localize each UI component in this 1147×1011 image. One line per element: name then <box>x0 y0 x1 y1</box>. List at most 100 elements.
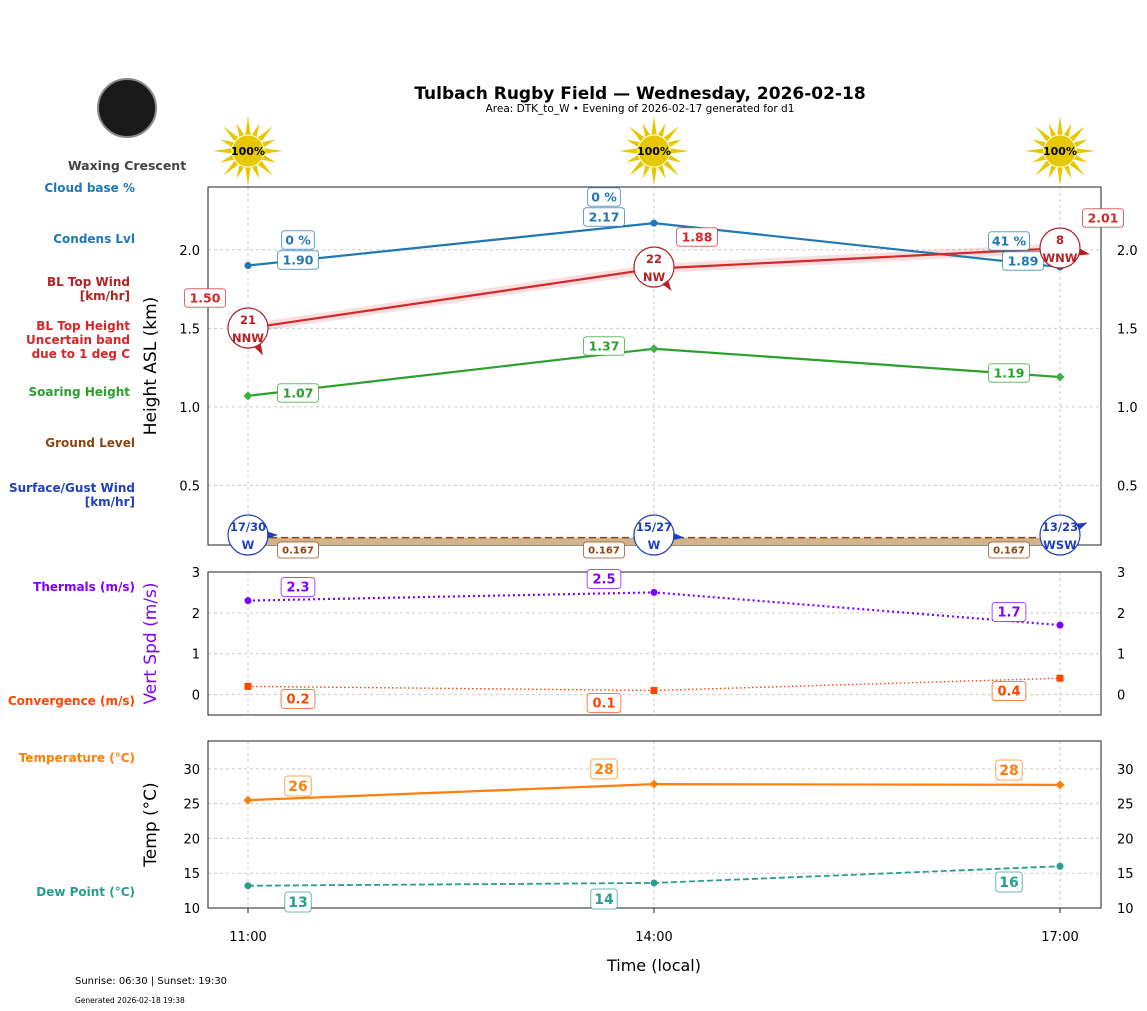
condens-point <box>650 219 658 227</box>
thermals-label-box <box>586 569 622 589</box>
y-tick-label-left: 20 <box>183 832 200 847</box>
dew-point-label-box <box>995 871 1023 893</box>
y-tick-label-left: 10 <box>183 902 200 917</box>
temperature-point <box>649 779 659 789</box>
row-label-soaring: Soaring Height <box>29 385 131 399</box>
moon-icon <box>97 78 157 138</box>
bl-top-label-box <box>676 227 718 247</box>
bl-wind-circle-direction: WNW <box>1043 251 1078 265</box>
temperature-label: 26 <box>288 779 307 795</box>
temperature-label-box <box>590 758 618 780</box>
y-tick-label-left: 1.0 <box>179 401 200 416</box>
row-label-temperature: Temperature (°C) <box>19 751 135 765</box>
cloud-pct-label-box <box>281 230 315 250</box>
convergence-label-box <box>280 689 316 709</box>
wind-arrow-icon <box>662 280 672 291</box>
thermals-point <box>1056 621 1064 629</box>
condens-label: 1.89 <box>1008 254 1039 269</box>
condens-label-box <box>277 250 319 270</box>
bl-wind-circle-speed: 21 <box>240 313 256 327</box>
soaring-label-box <box>988 363 1030 383</box>
moon-phase: Waxing Crescent <box>68 158 186 173</box>
convergence-label-box <box>991 681 1027 701</box>
surface-wind-circle <box>1039 514 1081 556</box>
y-tick-label-left: 1 <box>192 648 200 663</box>
row-label-thermals: Thermals (m/s) <box>33 580 135 594</box>
sun-icon-core <box>1043 134 1077 168</box>
y-tick-label-left: 0 <box>192 689 200 704</box>
soaring-label-box <box>583 336 625 356</box>
bl-wind-circle <box>1039 227 1081 269</box>
surface-wind-circle-direction: W <box>242 538 255 552</box>
condens-label: 1.90 <box>283 253 314 268</box>
bl-wind-circle-speed: 8 <box>1056 233 1064 247</box>
temperature-label-box <box>284 775 312 797</box>
row-label-bl-top: due to 1 deg C <box>32 347 131 361</box>
y-tick-label-right: 2 <box>1117 607 1125 622</box>
convergence-label: 0.2 <box>286 693 309 708</box>
y-tick-label-right: 10 <box>1117 902 1134 917</box>
ground-level-label-box <box>583 541 625 559</box>
thermals-label-box <box>280 577 316 597</box>
y-tick-label-left: 15 <box>183 867 200 882</box>
sun-icon <box>1025 116 1095 186</box>
ground-level-label: 0.167 <box>588 546 620 557</box>
thermals-label: 2.5 <box>592 573 615 588</box>
surface-wind-circle-direction: WSW <box>1043 538 1077 552</box>
condens-label: 2.17 <box>589 210 620 225</box>
sun-percent: 100% <box>231 145 265 158</box>
sun-icon <box>213 116 283 186</box>
cloud-pct-label-box <box>587 187 621 207</box>
thermals-point <box>244 597 252 605</box>
row-label-ground: Ground Level <box>45 436 135 450</box>
bl-top-label: 1.50 <box>190 291 221 306</box>
panel-frame-1 <box>207 571 1102 716</box>
temperature-label: 28 <box>999 763 1018 779</box>
dew-point-label: 13 <box>288 895 307 911</box>
bl-wind-circle-direction: NNW <box>232 331 264 345</box>
bl-wind-circle <box>633 246 675 288</box>
y-axis-label: Height ASL (km) <box>141 297 161 436</box>
dew-point-point <box>650 879 658 887</box>
ground-level-label-box <box>988 541 1030 559</box>
cloud-pct-label: 0 % <box>285 233 311 248</box>
x-tick-label: 11:00 <box>229 930 266 945</box>
dew-point-label-box <box>590 888 618 910</box>
convergence-label: 0.4 <box>997 685 1020 700</box>
condens-label-box <box>583 207 625 227</box>
y-tick-label-left: 2 <box>192 607 200 622</box>
bl-wind-circle-direction: NW <box>643 270 666 284</box>
convergence-label-box <box>586 693 622 713</box>
wind-arrow-icon <box>672 533 684 541</box>
sun-icon <box>619 116 689 186</box>
soaring-point <box>649 344 659 354</box>
y-tick-label-right: 0.5 <box>1117 479 1138 494</box>
soaring-label: 1.19 <box>994 366 1025 381</box>
row-label-bl-top: Uncertain band <box>26 333 130 347</box>
thermals-label-box <box>991 602 1027 622</box>
dew-point-label-box <box>284 891 312 913</box>
row-label-surface-wind: [km/hr] <box>85 495 135 509</box>
wind-arrow-icon <box>1078 248 1090 256</box>
y-tick-label-right: 1.5 <box>1117 322 1138 337</box>
dew-point-point <box>244 882 252 890</box>
x-tick-label: 17:00 <box>1041 930 1078 945</box>
y-tick-label-right: 1 <box>1117 648 1125 663</box>
y-tick-label-right: 1.0 <box>1117 401 1138 416</box>
y-tick-label-left: 25 <box>183 798 200 813</box>
condens-label-box <box>1002 251 1044 271</box>
row-label-bl-wind: BL Top Wind <box>47 275 130 289</box>
soaring-label: 1.37 <box>589 339 620 354</box>
row-label-cloud-base: Cloud base % <box>44 181 135 195</box>
ground-level-label: 0.167 <box>993 546 1025 557</box>
ground-level-label-box <box>277 541 319 559</box>
row-label-condens: Condens Lvl <box>53 232 135 246</box>
y-tick-label-left: 1.5 <box>179 322 200 337</box>
convergence-line <box>247 677 1061 692</box>
convergence-label: 0.1 <box>592 697 615 712</box>
sun-percent: 100% <box>637 145 671 158</box>
wind-arrow-icon <box>254 344 263 356</box>
temperature-point <box>243 795 253 805</box>
sun-percent: 100% <box>1043 145 1077 158</box>
